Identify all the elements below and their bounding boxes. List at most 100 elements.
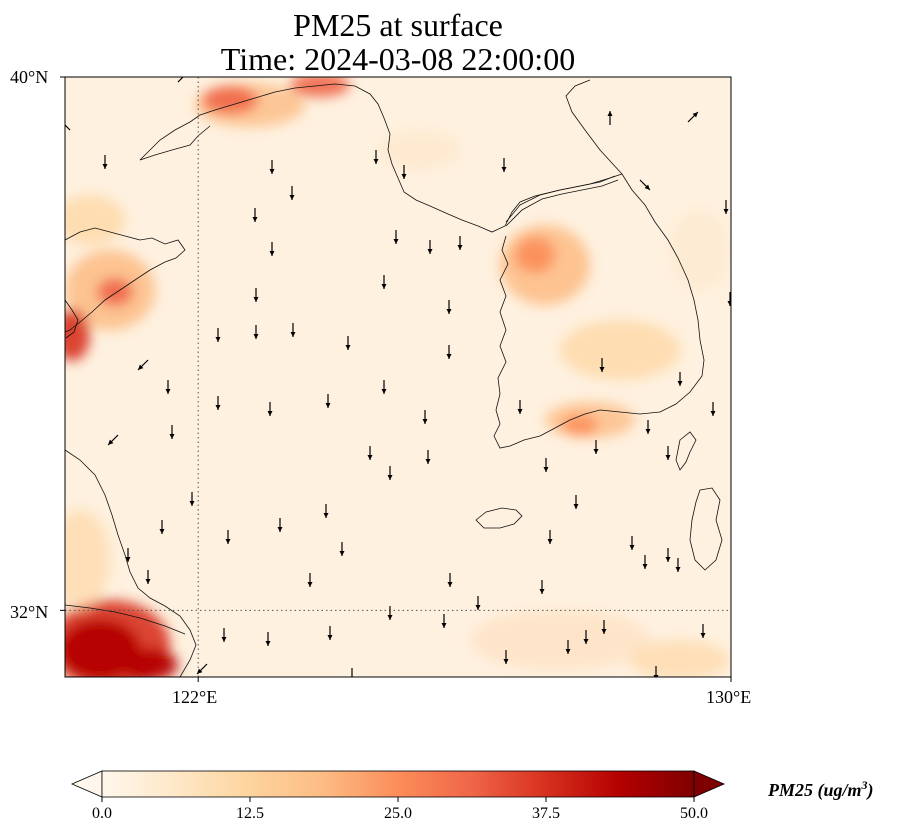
wind-arrow bbox=[387, 466, 393, 480]
wind-arrow bbox=[225, 530, 231, 544]
colorbar-tick-label: 25.0 bbox=[384, 805, 412, 822]
lat-tick-label-32: 32°N bbox=[10, 602, 49, 622]
pm25-field bbox=[65, 77, 730, 677]
wind-arrow bbox=[290, 323, 296, 337]
pm25-blob bbox=[65, 309, 90, 361]
wind-arrow bbox=[700, 624, 706, 638]
wind-arrow bbox=[269, 160, 275, 174]
island-shandong-tip bbox=[65, 299, 79, 339]
lon-tick-label-122: 122°E bbox=[172, 687, 218, 707]
wind-arrow bbox=[269, 242, 275, 256]
wind-arrow bbox=[539, 580, 545, 594]
coastlines bbox=[65, 79, 723, 677]
chart-title-line-1: PM25 at surface bbox=[293, 7, 503, 43]
wind-arrow bbox=[345, 336, 351, 350]
coastline-liaodong bbox=[139, 83, 623, 233]
island-tsushima bbox=[675, 431, 697, 471]
wind-arrow bbox=[607, 111, 613, 125]
wind-arrow bbox=[503, 650, 509, 664]
wind-arrow bbox=[215, 396, 221, 410]
wind-arrow bbox=[547, 530, 553, 544]
wind-arrow bbox=[441, 614, 447, 628]
wind-arrow bbox=[373, 150, 379, 164]
wind-arrow bbox=[253, 325, 259, 339]
wind-arrow bbox=[196, 663, 208, 675]
wind-arrow bbox=[165, 380, 171, 394]
wind-arrow bbox=[687, 111, 699, 123]
wind-arrow bbox=[137, 359, 149, 371]
wind-arrow bbox=[629, 536, 635, 550]
wind-arrow bbox=[351, 668, 353, 677]
wind-arrow bbox=[221, 628, 227, 642]
pm25-blob bbox=[65, 620, 140, 677]
wind-arrow bbox=[645, 420, 651, 434]
lon-tick-label-130: 130°E bbox=[706, 687, 752, 707]
wind-arrow bbox=[639, 179, 651, 191]
island-kyushu bbox=[689, 487, 723, 571]
wind-arrow bbox=[277, 518, 283, 532]
pm25-blob bbox=[290, 77, 350, 97]
colorbar-tick-label: 50.0 bbox=[680, 805, 708, 822]
pm25-blob bbox=[560, 320, 680, 380]
wind-arrow bbox=[446, 345, 452, 359]
coastline-north-korea-east bbox=[493, 173, 705, 449]
wind-arrow bbox=[427, 240, 433, 254]
wind-arrow bbox=[642, 555, 648, 569]
wind-arrow bbox=[446, 300, 452, 314]
wind-arrow bbox=[517, 400, 523, 414]
wind-arrow bbox=[125, 548, 131, 562]
wind-arrow bbox=[381, 275, 387, 289]
map-frame bbox=[64, 76, 732, 678]
colorbar-tick-marks bbox=[101, 797, 695, 802]
wind-arrow bbox=[425, 450, 431, 464]
wind-arrow bbox=[393, 230, 399, 244]
wind-arrow bbox=[665, 446, 671, 460]
colorbar-tick-label: 37.5 bbox=[532, 805, 560, 822]
pm25-blob bbox=[65, 195, 125, 245]
wind-arrow bbox=[252, 208, 258, 222]
wind-arrow bbox=[665, 548, 671, 562]
wind-vectors bbox=[65, 77, 731, 677]
wind-arrow bbox=[102, 155, 108, 169]
wind-arrow bbox=[543, 458, 549, 472]
wind-arrow bbox=[289, 186, 295, 200]
colorbar-title: PM25 (ug/m3) bbox=[768, 778, 874, 800]
coastline-northeast bbox=[565, 79, 623, 175]
axis-tick-marks bbox=[60, 76, 732, 682]
coastline-korea-border bbox=[505, 175, 619, 227]
wind-arrow bbox=[565, 640, 571, 654]
coastline-yangtze bbox=[65, 604, 186, 635]
wind-arrow bbox=[727, 292, 731, 306]
colorbar-extend-high bbox=[693, 770, 726, 798]
colorbar-tick-label: 0.0 bbox=[92, 805, 112, 822]
wind-arrow bbox=[675, 558, 681, 572]
pm25-blob bbox=[202, 86, 258, 114]
pm25-blob bbox=[65, 510, 110, 610]
wind-arrow bbox=[253, 288, 259, 302]
wind-arrow bbox=[323, 504, 329, 518]
wind-arrow bbox=[265, 632, 271, 646]
coastline-liaoning-inner bbox=[139, 125, 211, 161]
colorbar-extend-low bbox=[70, 770, 103, 798]
wind-arrow bbox=[573, 495, 579, 509]
wind-arrow bbox=[107, 434, 119, 446]
wind-arrow bbox=[189, 492, 195, 506]
wind-arrow bbox=[169, 425, 175, 439]
colorbar-tick-label: 12.5 bbox=[236, 805, 264, 822]
wind-arrow bbox=[447, 573, 453, 587]
pm25-blob bbox=[670, 210, 730, 290]
chart-title-line-2: Time: 2024-03-08 22:00:00 bbox=[220, 41, 576, 77]
wind-arrow bbox=[457, 236, 463, 250]
coastline-china-central bbox=[65, 449, 197, 677]
wind-arrow bbox=[387, 606, 393, 620]
pm25-blob bbox=[515, 237, 555, 273]
wind-arrow bbox=[325, 394, 331, 408]
wind-arrow bbox=[599, 358, 605, 372]
wind-arrow bbox=[583, 630, 589, 644]
lat-tick-label-40: 40°N bbox=[10, 67, 49, 87]
pm25-blob bbox=[122, 649, 178, 677]
wind-arrow bbox=[475, 596, 481, 610]
coastline-china-north bbox=[65, 227, 186, 333]
island-jeju bbox=[475, 507, 523, 529]
